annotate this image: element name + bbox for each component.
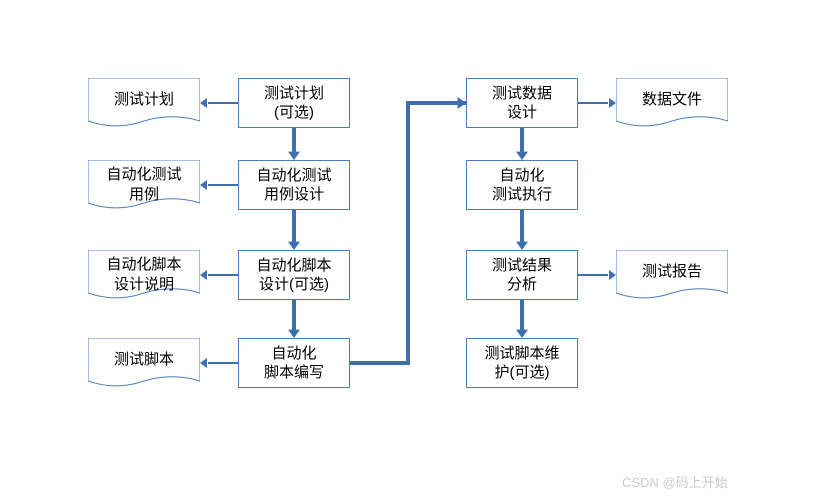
- document-node-d2: 自动化测试 用例: [88, 160, 200, 222]
- flowchart-canvas: 测试计划 (可选) 自动化测试 用例设计自动化脚本 设计(可选) 自动化 脚本编写 测…: [0, 0, 826, 500]
- document-label: 自动化脚本 设计说明: [88, 255, 200, 294]
- document-label: 测试报告: [616, 262, 728, 282]
- document-label: 数据文件: [616, 90, 728, 110]
- document-label: 测试脚本: [88, 350, 200, 370]
- document-node-d5: 数据文件: [616, 78, 728, 140]
- process-node-r4: 自动化 脚本编写: [238, 338, 350, 388]
- document-node-d4: 测试脚本: [88, 338, 200, 400]
- document-node-d3: 自动化脚本 设计说明: [88, 250, 200, 312]
- watermark: CSDN @码上开始: [622, 472, 728, 491]
- process-node-r3: 自动化脚本 设计(可选): [238, 250, 350, 300]
- process-node-r1: 测试计划 (可选): [238, 78, 350, 128]
- process-node-r5: 测试数据 设计: [466, 78, 578, 128]
- process-node-r2: 自动化测试 用例设计: [238, 160, 350, 210]
- document-node-d6: 测试报告: [616, 250, 728, 312]
- process-node-r7: 测试结果 分析: [466, 250, 578, 300]
- process-node-r8: 测试脚本维 护(可选): [466, 338, 578, 388]
- document-node-d1: 测试计划: [88, 78, 200, 140]
- process-node-r6: 自动化 测试执行: [466, 160, 578, 210]
- document-label: 测试计划: [88, 90, 200, 110]
- document-label: 自动化测试 用例: [88, 165, 200, 204]
